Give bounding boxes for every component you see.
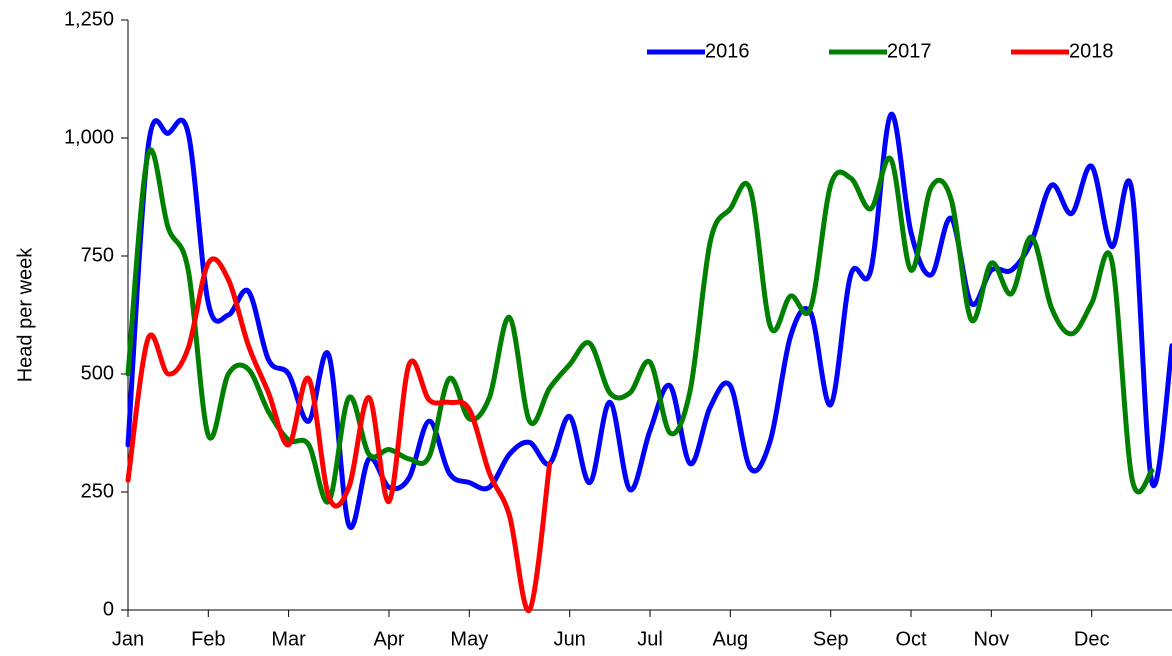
x-tick-label: Mar xyxy=(271,628,306,650)
line-series xyxy=(125,147,1155,505)
x-tick-label: Nov xyxy=(974,628,1010,650)
x-tick-label: Jan xyxy=(112,628,144,650)
legend-label: 2017 xyxy=(887,40,932,62)
y-tick-label: 1,000 xyxy=(64,126,114,148)
x-tick-label: Aug xyxy=(713,628,749,650)
legend-label: 2016 xyxy=(705,40,750,62)
legend-label: 2018 xyxy=(1069,40,1114,62)
y-axis-label: Head per week xyxy=(14,247,36,383)
y-tick-label: 1,250 xyxy=(64,8,114,30)
y-tick-label: 0 xyxy=(103,598,114,620)
x-tick-label: May xyxy=(450,628,488,650)
x-tick-label: Feb xyxy=(191,628,225,650)
x-tick-label: Sep xyxy=(813,628,849,650)
x-tick-label: Oct xyxy=(895,628,927,650)
line-series xyxy=(125,111,1172,531)
x-tick-label: Jul xyxy=(637,628,663,650)
y-tick-label: 500 xyxy=(81,362,114,384)
line-series xyxy=(125,256,553,613)
x-tick-label: Jun xyxy=(554,628,586,650)
x-tick-label: Apr xyxy=(373,628,404,650)
y-tick-label: 750 xyxy=(81,244,114,266)
x-tick-label: Dec xyxy=(1074,628,1110,650)
y-tick-label: 250 xyxy=(81,480,114,502)
